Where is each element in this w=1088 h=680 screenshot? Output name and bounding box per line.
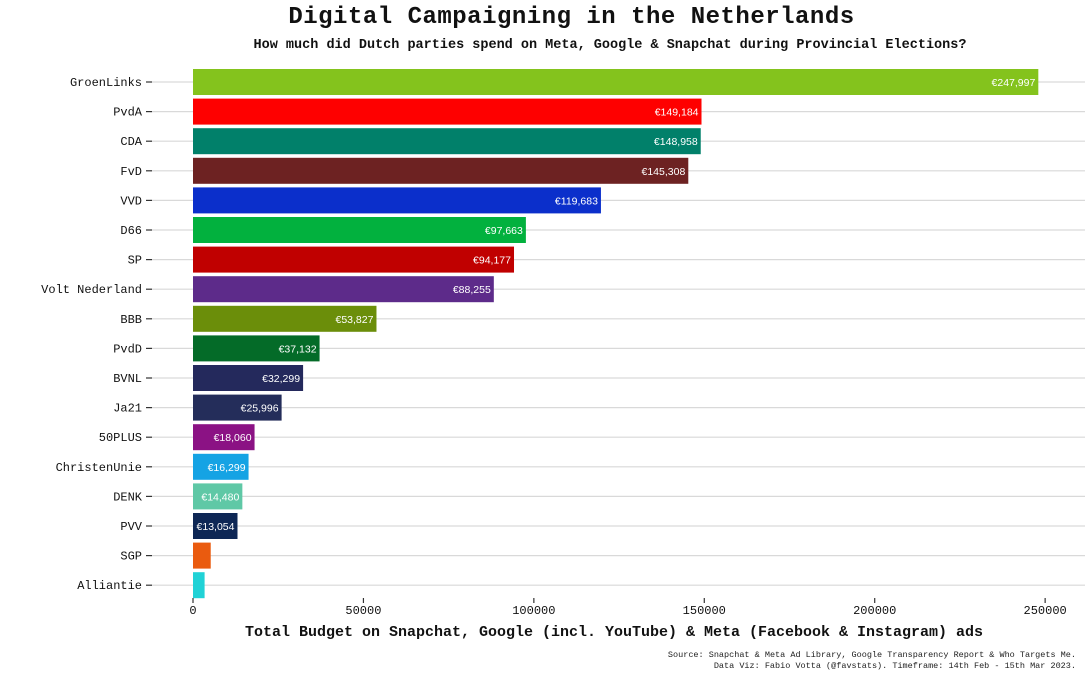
bar [193,98,702,125]
bar [193,69,1039,95]
y-tick-label: 50PLUS [99,431,142,445]
bar [193,483,243,510]
y-tick-label: D66 [120,224,142,238]
source-line: Source: Snapchat & Meta Ad Library, Goog… [667,650,1076,660]
bar [193,157,689,184]
bar [193,424,255,451]
credit-line: Data Viz: Fabio Votta (@favstats). Timef… [713,661,1076,671]
bar-value-label: €149,184 [655,107,699,119]
y-tick-label: Alliantie [77,579,142,593]
y-axis-labels: GroenLinks PvdA CDA FvD VVD D66 SP Volt Nederla… [41,76,152,593]
y-tick-label: PVV [120,520,142,534]
bar [193,305,377,332]
bar [193,453,249,480]
y-tick-label: PvdA [113,106,143,120]
bar [193,246,515,273]
bar-value-label: €145,308 [641,166,685,178]
bar [193,276,494,303]
bar [193,365,304,391]
y-tick-label: PvdD [113,342,142,356]
bar-value-label: €97,663 [485,225,523,237]
bar-value-label: €37,132 [279,343,317,355]
bar-value-label: €148,958 [654,136,698,148]
y-tick-label: FvD [120,165,142,179]
y-tick-label: DENK [113,490,143,504]
bars: €247,997 €149,184 €148,958 €145,308 €119,683… [193,69,1039,599]
x-tick-label: 0 [189,604,196,618]
bar-value-label: €18,060 [214,432,252,444]
bar-value-label: €53,827 [336,314,374,326]
y-tick-label: CDA [120,135,142,149]
bar-value-label: €14,480 [201,491,239,503]
x-tick-label: 250000 [1024,604,1067,618]
bar-value-label: €88,255 [453,284,491,296]
y-tick-label: Ja21 [113,402,142,416]
x-tick-label: 100000 [512,604,555,618]
bar [193,217,526,243]
y-tick-label: GroenLinks [70,76,142,90]
x-axis-label: Total Budget on Snapchat, Google (incl. … [244,624,984,641]
bar [193,572,205,599]
bar-value-label: €32,299 [262,373,300,385]
y-tick-label: SGP [120,550,142,564]
bar [193,335,320,362]
y-tick-label: VVD [120,194,142,208]
bar-value-label: €119,683 [555,195,598,207]
bar [193,394,282,421]
chart-title: Digital Campaigning in the Netherlands [288,4,855,31]
bar [193,513,238,539]
y-tick-label: BBB [120,313,142,327]
chart-subtitle: How much did Dutch parties spend on Meta… [253,38,967,53]
y-tick-label: Volt Nederland [41,283,142,297]
source-note: Source: Snapchat & Meta Ad Library, Goog… [668,650,1076,672]
bar-value-label: €94,177 [473,255,511,267]
bar-value-label: €13,054 [197,521,235,533]
x-tick-label: 50000 [345,604,381,618]
gridlines [150,81,1085,586]
bar [193,128,701,155]
y-tick-label: ChristenUnie [56,461,142,475]
bar [193,542,211,569]
x-axis-ticks: 0 50000 100000 150000 200000 250000 [189,598,1067,618]
y-tick-label: SP [128,254,142,268]
bar-value-label: €247,997 [992,77,1036,89]
x-tick-label: 200000 [853,604,896,618]
bar [193,187,601,214]
x-tick-label: 150000 [683,604,726,618]
bar-value-label: €16,299 [208,462,246,474]
y-tick-label: BVNL [113,372,142,386]
bar-value-label: €25,996 [241,403,279,415]
